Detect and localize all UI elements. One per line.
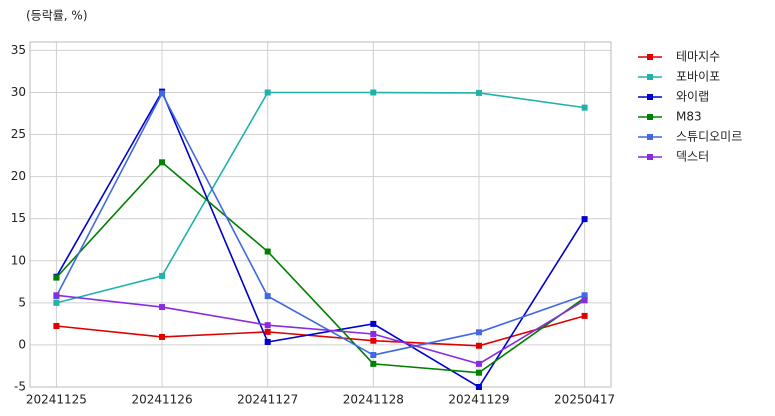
point (475, 342, 482, 349)
point (370, 360, 377, 367)
legend-label: 테마지수 (676, 50, 720, 64)
legend-marker (647, 54, 653, 60)
legend-marker (647, 114, 653, 120)
legend-marker (647, 74, 653, 80)
point (475, 384, 482, 390)
point (264, 328, 271, 335)
point (264, 322, 271, 329)
series-line (55, 91, 585, 356)
point (264, 293, 271, 300)
point (370, 352, 377, 359)
x-tick-label: 20241125 (26, 393, 87, 407)
series-line (55, 161, 586, 374)
point (159, 304, 166, 311)
point (370, 330, 377, 337)
x-tick-label: 20250417 (554, 393, 615, 407)
point (264, 338, 271, 345)
point (370, 320, 377, 327)
point (581, 104, 588, 111)
legend-label: 포바이포 (676, 70, 720, 84)
y-tick-label: -5 (14, 380, 26, 394)
point (475, 369, 482, 376)
point (581, 292, 588, 299)
point (264, 248, 271, 255)
chart-title: (등락률, %) (26, 9, 88, 23)
legend-label: 덱스터 (676, 150, 709, 164)
point (475, 329, 482, 336)
x-tick-label: 20241129 (448, 393, 509, 407)
series-line (56, 315, 585, 347)
legend-marker (647, 134, 653, 140)
legend-label: M83 (676, 110, 702, 124)
point (475, 89, 482, 96)
y-tick-label: 10 (11, 253, 26, 267)
point (370, 89, 377, 96)
point (475, 360, 482, 367)
legend-label: 스튜디오미르 (676, 130, 742, 144)
y-tick-label: 35 (11, 43, 26, 57)
point (581, 312, 588, 319)
y-tick-label: 25 (11, 127, 26, 141)
point (53, 274, 60, 281)
point (264, 89, 271, 96)
series-line (56, 294, 586, 365)
point (159, 333, 166, 340)
point (370, 337, 377, 344)
point (159, 272, 166, 279)
x-tick-label: 20241127 (237, 393, 298, 407)
point (159, 159, 166, 166)
series-line (56, 91, 585, 304)
y-tick-label: 15 (11, 211, 26, 225)
legend-label: 와이랩 (676, 90, 709, 104)
y-tick-label: 30 (11, 85, 26, 99)
legend-marker (647, 154, 653, 160)
point (53, 292, 60, 299)
point (159, 90, 166, 97)
point (53, 299, 60, 306)
x-tick-label: 20241126 (132, 393, 193, 407)
legend-marker (647, 94, 653, 100)
point (581, 297, 588, 304)
x-tick-label: 20241128 (343, 393, 404, 407)
point (581, 216, 588, 223)
series-line (55, 89, 586, 389)
y-tick-label: 20 (11, 169, 26, 183)
point (53, 322, 60, 329)
y-tick-label: 0 (18, 337, 26, 351)
plot-frame (29, 41, 612, 388)
y-tick-label: 5 (18, 295, 26, 309)
